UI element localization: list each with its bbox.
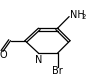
Text: N: N — [35, 55, 42, 65]
Text: O: O — [0, 50, 8, 60]
Text: Br: Br — [52, 66, 63, 76]
Text: NH: NH — [70, 10, 85, 20]
Text: 2: 2 — [81, 14, 86, 20]
